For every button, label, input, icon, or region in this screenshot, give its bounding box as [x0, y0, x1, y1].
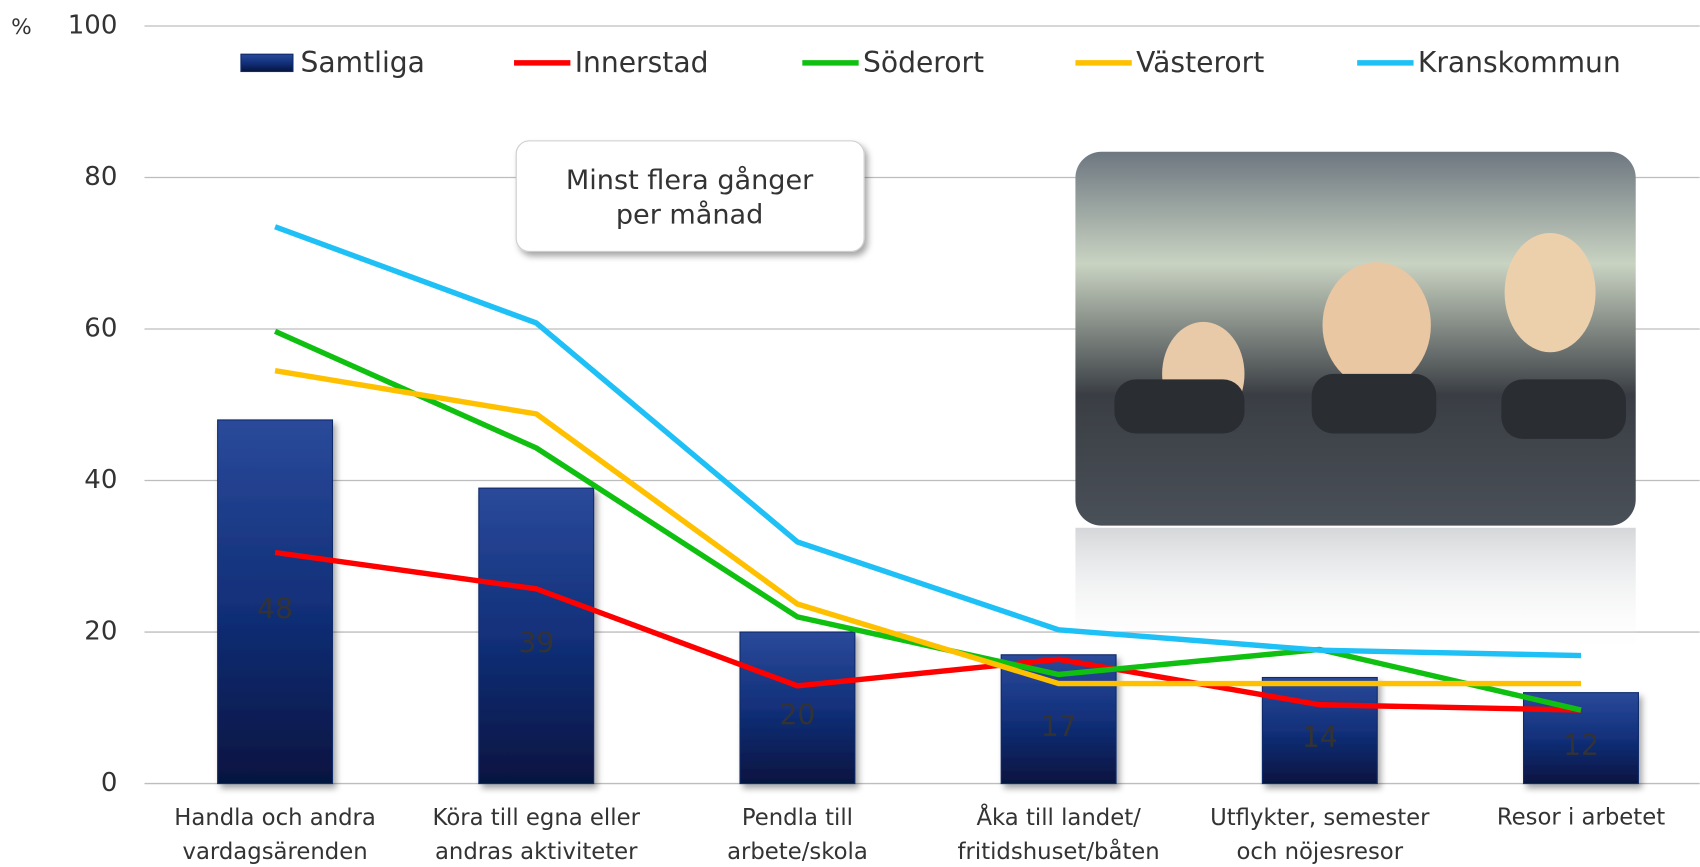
y-tick-label: 20	[84, 617, 117, 647]
legend-label: Innerstad	[575, 46, 709, 79]
y-tick-label: 80	[84, 162, 117, 192]
page: 0 20 40 60 80 100% Handla och andravardagsären…	[0, 0, 1700, 867]
annotation-box	[516, 141, 864, 252]
legend-label: Kranskommun	[1418, 46, 1621, 79]
y-tick-label: 40	[84, 465, 117, 495]
bar-value-label: 17	[1041, 710, 1077, 743]
bar-value-label: 20	[780, 698, 816, 731]
bar-value-label: 39	[518, 627, 554, 660]
bar-value-label: 14	[1302, 721, 1338, 754]
legend-label: Söderort	[863, 46, 984, 79]
x-tick-label: Åka till landet/fritidshuset/båten	[958, 803, 1160, 865]
photo	[1075, 152, 1635, 658]
y-tick-label: 100	[68, 11, 118, 41]
legend-label: Samtliga	[301, 46, 425, 79]
bar-value-label: 48	[257, 592, 293, 625]
chart: 0 20 40 60 80 100% Handla och andravardagsären…	[0, 0, 1700, 867]
legend-swatch	[241, 54, 293, 71]
y-tick-label: 60	[84, 314, 117, 344]
y-tick-label: 0	[101, 768, 118, 798]
x-tick-label: Resor i arbetet	[1497, 805, 1665, 831]
unit-label: %	[11, 15, 32, 40]
bar-value-label: 12	[1563, 729, 1599, 762]
legend-label: Västerort	[1136, 46, 1264, 79]
